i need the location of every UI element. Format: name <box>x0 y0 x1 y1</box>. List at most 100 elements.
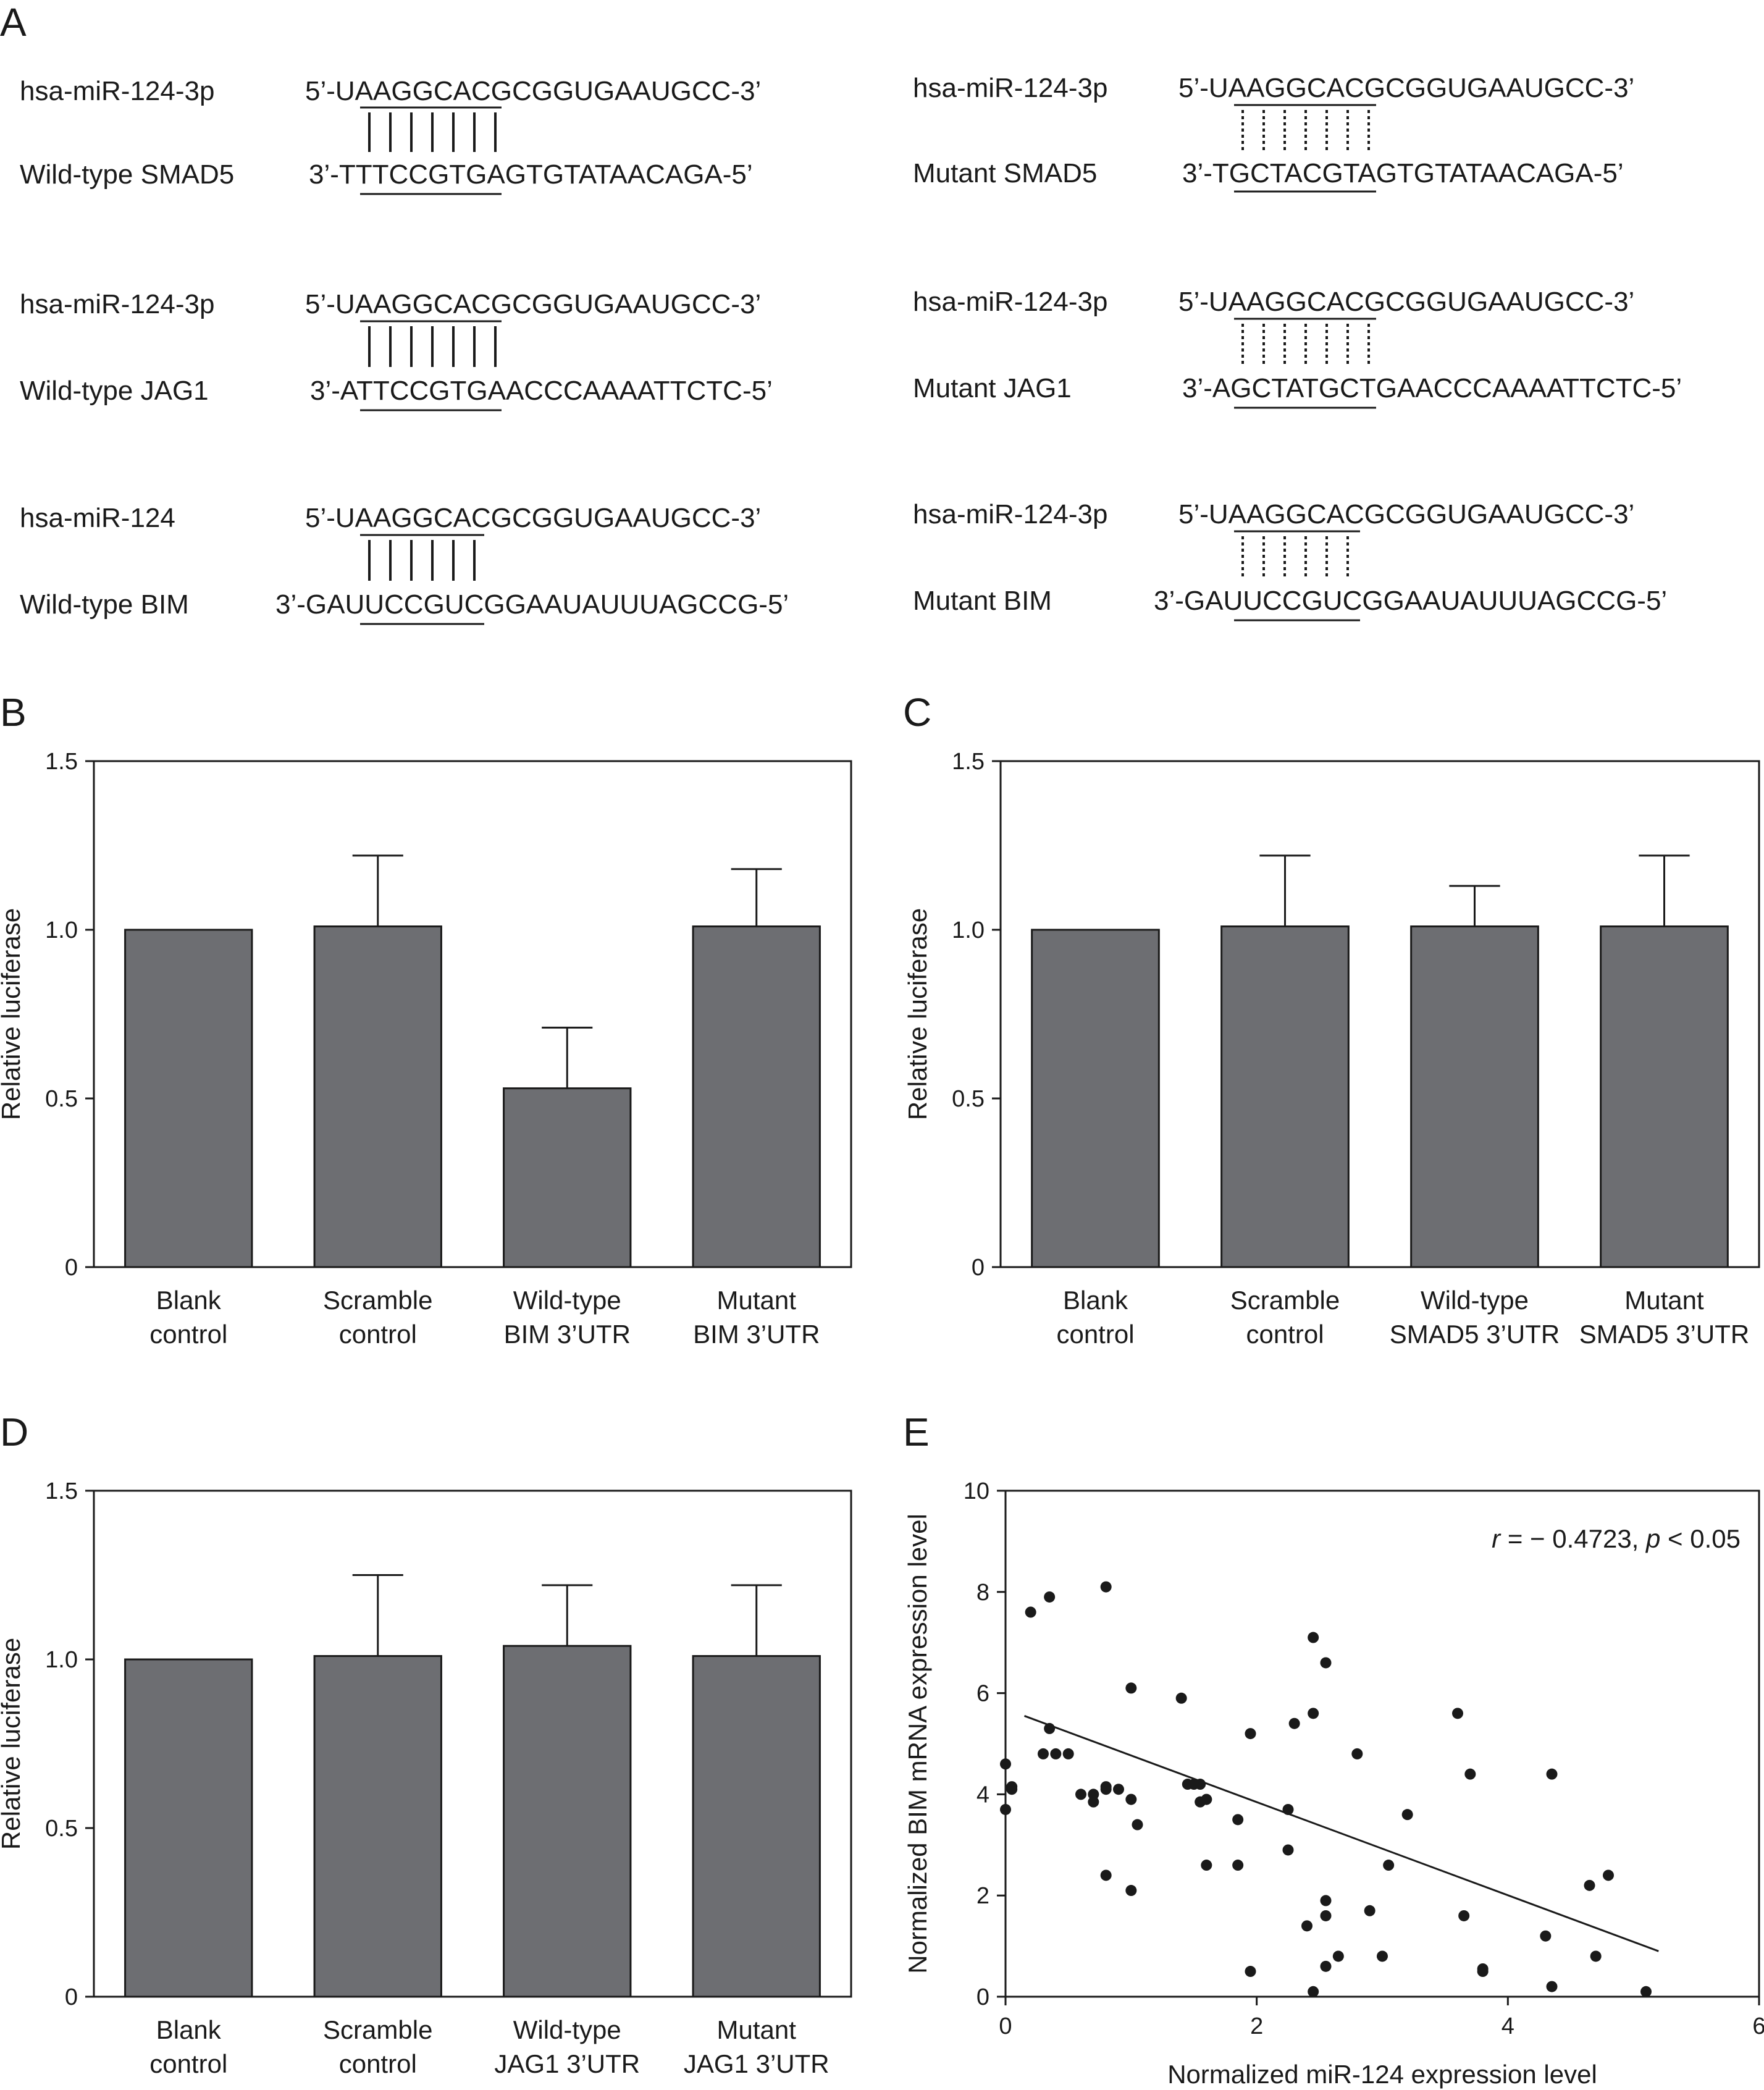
panel-label-b: B <box>0 690 27 735</box>
data-point <box>1100 1581 1112 1593</box>
bar <box>692 1655 821 1998</box>
bar <box>124 1658 253 1998</box>
alignment-block: hsa-miR-124-3p 5’-UAAGGCACGCGGUGAAUGCC-3… <box>20 289 773 411</box>
data-point <box>1308 1986 1319 1997</box>
target-sequence: 3’-AGCTATGCTGAACCCAAAATTCTC-5’ <box>1182 373 1682 403</box>
chart-b-bim-luciferase: Blank control Scramble control Wild-type BIM … <box>0 749 852 1349</box>
plot-frame <box>999 760 1760 1268</box>
category-label: Scramble <box>323 1286 432 1315</box>
data-point <box>1364 1905 1376 1916</box>
data-point <box>1584 1879 1595 1891</box>
category-label: Wild-type <box>513 2015 621 2044</box>
x-tick-label: 2 <box>1250 2013 1263 2039</box>
panel-a-alignments: hsa-miR-124-3p 5’-UAAGGCACGCGGUGAAUGCC-3… <box>20 73 1682 625</box>
target-label: Wild-type BIM <box>20 589 189 620</box>
y-tick-label: 0.5 <box>45 1816 78 1842</box>
annotation-part: p <box>1645 1524 1660 1553</box>
mirna-label: hsa-miR-124-3p <box>913 73 1107 103</box>
pairing-lines <box>368 112 497 152</box>
pairing-lines <box>368 326 497 367</box>
y-tick-label: 1.0 <box>45 917 78 943</box>
data-point <box>1232 1860 1244 1871</box>
data-point <box>1125 1885 1137 1897</box>
data-point <box>1232 1814 1244 1826</box>
data-point <box>1546 1981 1558 1992</box>
target-label: Wild-type JAG1 <box>20 376 209 406</box>
pairing-lines <box>1241 324 1370 366</box>
category-label: JAG1 3’UTR <box>494 2049 640 2078</box>
data-point <box>1245 1966 1256 1978</box>
plot-frame <box>1004 1490 1760 1998</box>
category-label: control <box>149 2049 227 2078</box>
x-tick-label: 0 <box>999 2013 1012 2039</box>
panel-label-a: A <box>0 0 27 44</box>
category-label: JAG1 3’UTR <box>684 2049 830 2078</box>
data-point <box>1332 1950 1344 1962</box>
plot-frame <box>93 1490 852 1998</box>
category-label: Wild-type <box>513 1286 621 1315</box>
data-point <box>1000 1803 1011 1815</box>
alignment-block: hsa-miR-124-3p 5’-UAAGGCACGCGGUGAAUGCC-3… <box>913 499 1667 622</box>
target-sequence: 3’-TGCTACGTAGTGTATAACAGA-5’ <box>1182 158 1624 188</box>
data-point <box>1546 1768 1558 1780</box>
data-point <box>1044 1722 1056 1734</box>
chart-c-smad5-luciferase: Blank control Scramble control Wild-type SMAD… <box>903 749 1760 1349</box>
data-point <box>1038 1748 1049 1759</box>
category-label: control <box>1246 1320 1324 1349</box>
category-label: Mutant <box>717 1286 797 1315</box>
data-point <box>1458 1910 1470 1921</box>
alignment-block: hsa-miR-124-3p 5’-UAAGGCACGCGGUGAAUGCC-3… <box>913 287 1682 409</box>
category-label: Mutant <box>717 2015 797 2044</box>
data-point <box>1100 1869 1112 1881</box>
bar <box>503 1645 632 1998</box>
bar <box>313 1655 442 1998</box>
mirna-label: hsa-miR-124-3p <box>913 499 1107 529</box>
mirna-label: hsa-miR-124-3p <box>20 289 214 319</box>
data-point <box>1044 1591 1056 1603</box>
bar <box>692 925 821 1268</box>
bar <box>1410 925 1539 1268</box>
pairing-lines <box>1241 536 1349 577</box>
data-point <box>1075 1789 1086 1800</box>
data-point <box>1113 1784 1124 1795</box>
data-point <box>1383 1860 1395 1871</box>
bar <box>313 925 442 1268</box>
chart-d-jag1-luciferase: Blank control Scramble control Wild-type JAG1… <box>0 1478 852 2078</box>
data-point <box>1000 1758 1011 1770</box>
mirna-sequence: 5’-UAAGGCACGCGGUGAAUGCC-3’ <box>305 289 761 319</box>
target-label: Mutant SMAD5 <box>913 158 1097 188</box>
bar <box>1600 925 1729 1268</box>
annotation-part: r <box>1492 1524 1502 1553</box>
y-axis-title: Normalized BIM mRNA expression level <box>903 1514 932 1974</box>
x-tick-label: 4 <box>1502 2013 1514 2039</box>
target-sequence: 3’-GAUUCCGUCGGAAUAUUUAGCCG-5’ <box>1154 586 1667 616</box>
category-label: SMAD5 3’UTR <box>1579 1320 1749 1349</box>
target-label: Wild-type SMAD5 <box>20 159 234 190</box>
data-point <box>1201 1793 1212 1805</box>
category-label: Scramble <box>323 2015 432 2044</box>
data-point <box>1288 1717 1300 1729</box>
data-point <box>1132 1819 1143 1831</box>
correlation-annotation: r = − 0.4723, p < 0.05 <box>1492 1524 1741 1553</box>
data-point <box>1320 1910 1332 1921</box>
y-tick-label: 1.5 <box>952 749 985 775</box>
y-tick-label: 0.5 <box>45 1086 78 1112</box>
data-point <box>1377 1950 1388 1962</box>
y-axis-title: Relative luciferase <box>0 908 25 1120</box>
pairing-lines <box>1241 110 1370 151</box>
data-point <box>1464 1768 1476 1780</box>
data-point <box>1125 1682 1137 1694</box>
y-tick-label: 0 <box>972 1255 985 1281</box>
data-point <box>1282 1803 1294 1815</box>
y-axis-title: Relative luciferase <box>903 908 932 1120</box>
bar <box>1031 929 1160 1268</box>
pairing-lines <box>368 540 476 581</box>
target-sequence: 3’-TTTCCGTGAGTGTATAACAGA-5’ <box>309 159 753 190</box>
y-tick-label: 2 <box>976 1883 989 1909</box>
mirna-sequence: 5’-UAAGGCACGCGGUGAAUGCC-3’ <box>305 76 761 106</box>
y-axis-title: Relative luciferase <box>0 1638 25 1850</box>
y-tick-label: 1.0 <box>952 917 985 943</box>
target-label: Mutant JAG1 <box>913 373 1072 403</box>
category-label: Mutant <box>1624 1286 1704 1315</box>
